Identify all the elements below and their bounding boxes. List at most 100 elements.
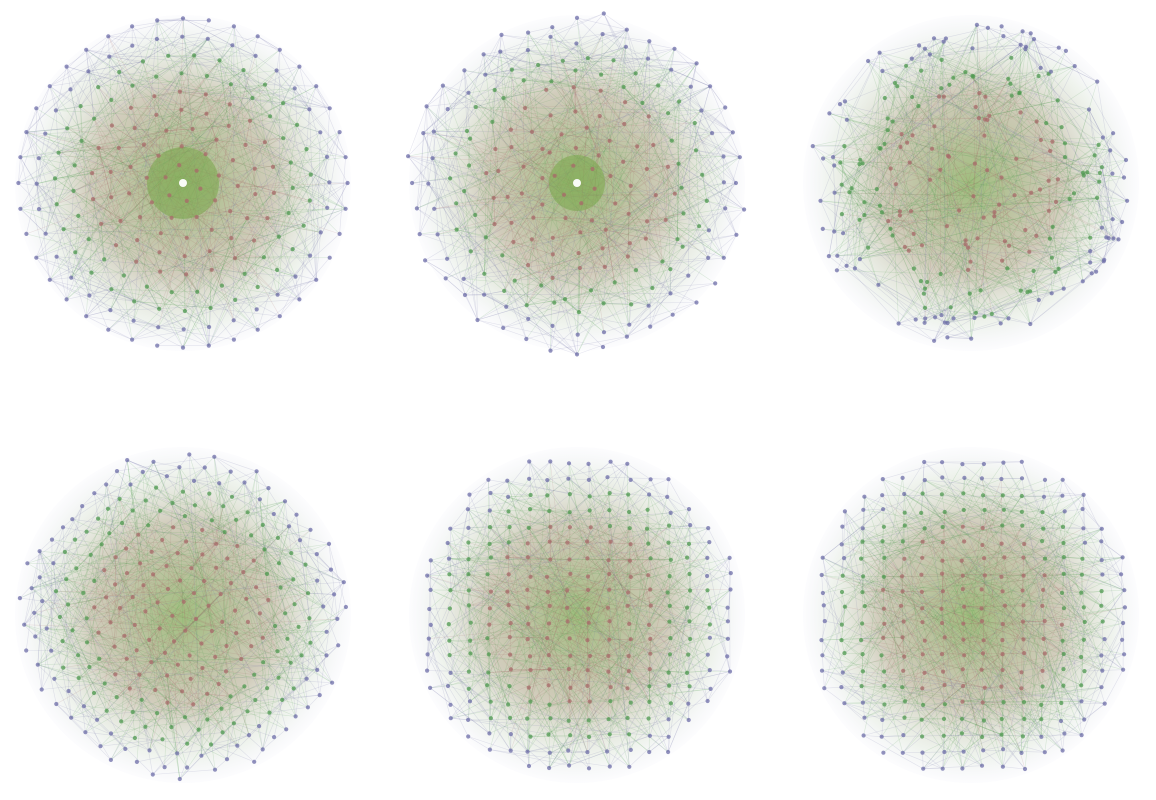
graph-node bbox=[239, 656, 244, 662]
graph-edge bbox=[569, 638, 629, 672]
graph-edge bbox=[1051, 198, 1070, 294]
graph-node bbox=[512, 278, 517, 283]
graph-edge bbox=[98, 632, 127, 660]
graph-edge bbox=[77, 654, 250, 736]
graph-edge bbox=[1025, 121, 1037, 231]
graph-edge bbox=[92, 85, 317, 200]
graph-edge bbox=[66, 66, 81, 107]
graph-edge bbox=[530, 605, 551, 702]
graph-edge bbox=[629, 304, 632, 325]
graph-edge bbox=[834, 142, 908, 193]
graph-edge bbox=[85, 699, 142, 733]
graph-edge bbox=[118, 137, 284, 149]
graph-node bbox=[708, 84, 713, 89]
graph-node bbox=[948, 305, 953, 310]
graph-node bbox=[53, 589, 59, 594]
graph-node bbox=[119, 719, 124, 724]
graph-edge bbox=[216, 524, 263, 545]
graph-edge bbox=[109, 38, 208, 57]
graph-node bbox=[112, 644, 117, 649]
graph-edge bbox=[101, 461, 154, 545]
graph-edge bbox=[668, 542, 672, 560]
graph-node bbox=[483, 235, 488, 240]
graph-node bbox=[289, 551, 294, 556]
graph-edge bbox=[262, 579, 294, 638]
graph-edge bbox=[934, 71, 966, 127]
graph-edge bbox=[1014, 33, 1031, 196]
graph-edge bbox=[264, 84, 311, 201]
graph-edge bbox=[259, 613, 264, 638]
graph-edge bbox=[1048, 179, 1059, 211]
graph-node bbox=[155, 711, 160, 716]
graph-edge bbox=[132, 584, 144, 598]
graph-node bbox=[62, 549, 67, 554]
graph-edge bbox=[1055, 239, 1119, 273]
graph-edge bbox=[548, 655, 571, 769]
graph-edge bbox=[514, 280, 553, 327]
graph-edge bbox=[67, 128, 144, 145]
graph-edge bbox=[649, 654, 689, 687]
graph-node bbox=[1029, 190, 1034, 195]
graph-edge bbox=[880, 148, 923, 246]
graph-edge bbox=[940, 269, 969, 275]
graph-edge bbox=[609, 543, 690, 591]
graph-node bbox=[526, 30, 531, 35]
graph-edge bbox=[933, 100, 1059, 341]
graph-edge bbox=[892, 169, 941, 236]
graph-edge bbox=[655, 101, 680, 196]
graph-edge bbox=[172, 615, 216, 658]
graph-edge bbox=[1058, 172, 1084, 269]
graph-edge bbox=[502, 255, 527, 340]
graph-node bbox=[321, 604, 326, 609]
graph-edge bbox=[23, 624, 36, 637]
graph-node bbox=[1111, 131, 1116, 136]
graph-node bbox=[156, 325, 161, 330]
graph-edge bbox=[83, 554, 91, 593]
graph-edge bbox=[179, 467, 205, 582]
graph-edge bbox=[1045, 122, 1066, 144]
graph-node bbox=[261, 660, 266, 665]
graph-edge bbox=[945, 38, 986, 97]
graph-edge bbox=[605, 229, 615, 283]
graph-edge bbox=[1001, 260, 1031, 325]
graph-edge bbox=[210, 237, 232, 309]
graph-edge bbox=[146, 286, 186, 312]
graph-node bbox=[1097, 179, 1102, 184]
graph-edge bbox=[58, 38, 208, 153]
graph-edge bbox=[426, 106, 476, 216]
graph-node bbox=[601, 330, 607, 335]
graph-edge bbox=[1063, 197, 1098, 289]
graph-edge bbox=[842, 169, 941, 234]
graph-edge bbox=[214, 456, 232, 584]
graph-edge bbox=[908, 65, 1075, 251]
graph-node bbox=[888, 226, 893, 231]
graph-edge bbox=[276, 269, 300, 300]
graph-node bbox=[266, 486, 271, 491]
graph-edge bbox=[587, 608, 609, 657]
graph-edge bbox=[650, 479, 688, 558]
graph-edge bbox=[839, 103, 969, 271]
graph-edge bbox=[953, 290, 1021, 319]
graph-edge bbox=[470, 217, 534, 252]
graph-node bbox=[730, 130, 735, 135]
graph-edge bbox=[185, 529, 203, 631]
graph-edge bbox=[947, 317, 975, 324]
graph-edge bbox=[506, 182, 737, 308]
graph-node bbox=[505, 194, 510, 199]
graph-edge bbox=[1038, 75, 1095, 156]
graph-edge bbox=[976, 24, 980, 119]
graph-edge bbox=[132, 326, 210, 340]
graph-edge bbox=[523, 80, 624, 88]
graph-edge bbox=[589, 494, 629, 497]
graph-edge bbox=[648, 239, 678, 306]
graph-edge bbox=[588, 720, 611, 767]
graph-edge bbox=[507, 480, 670, 607]
graph-edge bbox=[427, 608, 430, 655]
graph-edge bbox=[145, 630, 213, 727]
graph-edge bbox=[511, 69, 740, 158]
graph-edge bbox=[475, 106, 551, 116]
graph-edge bbox=[706, 557, 730, 577]
graph-edge bbox=[603, 261, 663, 304]
graph-edge bbox=[921, 24, 978, 246]
graph-edge bbox=[166, 565, 184, 602]
